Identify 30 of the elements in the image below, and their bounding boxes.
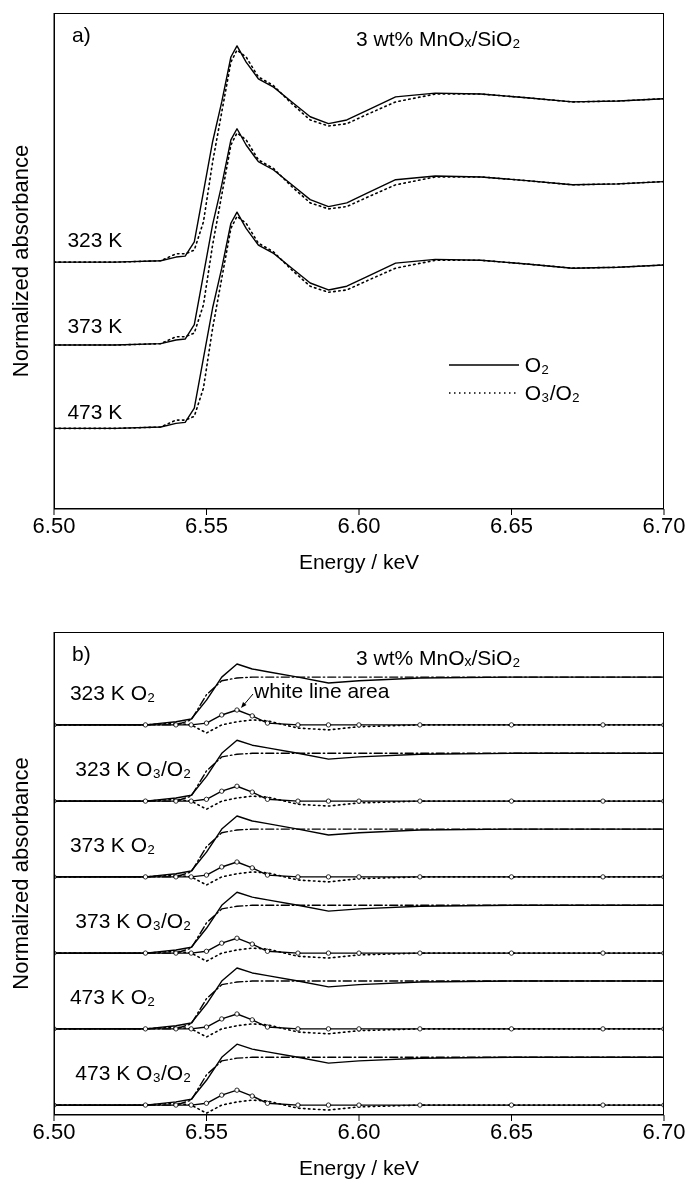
x-tick-label: 6.65 <box>490 512 533 538</box>
annotation: a) <box>72 23 91 47</box>
x-tick-label: 6.50 <box>32 512 76 538</box>
x-tick-label: 6.55 <box>185 512 228 538</box>
annotation: 373 K O₂ <box>69 833 156 857</box>
x-axis-title: Energy / keV <box>298 550 420 573</box>
annotation: 323 K O₃/O₂ <box>75 757 192 782</box>
annotation: 473 K O₃/O₂ <box>75 1060 192 1085</box>
y-axis-title: Normalized absorbance <box>7 757 33 990</box>
x-tick-label: 6.70 <box>642 512 686 538</box>
annotation: 323 K <box>67 228 123 253</box>
annotation: white line area <box>254 679 390 704</box>
annotation: 473 K <box>67 399 123 424</box>
x-tick-label: 6.50 <box>32 1118 76 1144</box>
x-tick-label: 6.60 <box>337 512 381 538</box>
x-tick-label: 6.60 <box>337 1118 381 1144</box>
chart-title: 3 wt% MnOₓ/SiO₂ <box>356 27 521 51</box>
x-axis-title: Energy / keV <box>298 1156 420 1179</box>
annotation: 373 K <box>67 313 123 338</box>
chart-title: 3 wt% MnOₓ/SiO₂ <box>356 646 521 670</box>
legend-label: O₃/O₂ <box>524 380 580 405</box>
x-tick-label: 6.70 <box>642 1118 686 1144</box>
annotation: 373 K O₃/O₂ <box>75 908 192 933</box>
annotation: 323 K O₂ <box>69 680 156 705</box>
annotation: b) <box>72 642 91 666</box>
x-tick-label: 6.55 <box>185 1118 228 1144</box>
y-axis-title: Normalized absorbance <box>7 144 33 378</box>
x-tick-label: 6.65 <box>490 1118 533 1144</box>
annotation: 473 K O₂ <box>69 984 156 1009</box>
legend-label: O₂ <box>524 352 550 377</box>
